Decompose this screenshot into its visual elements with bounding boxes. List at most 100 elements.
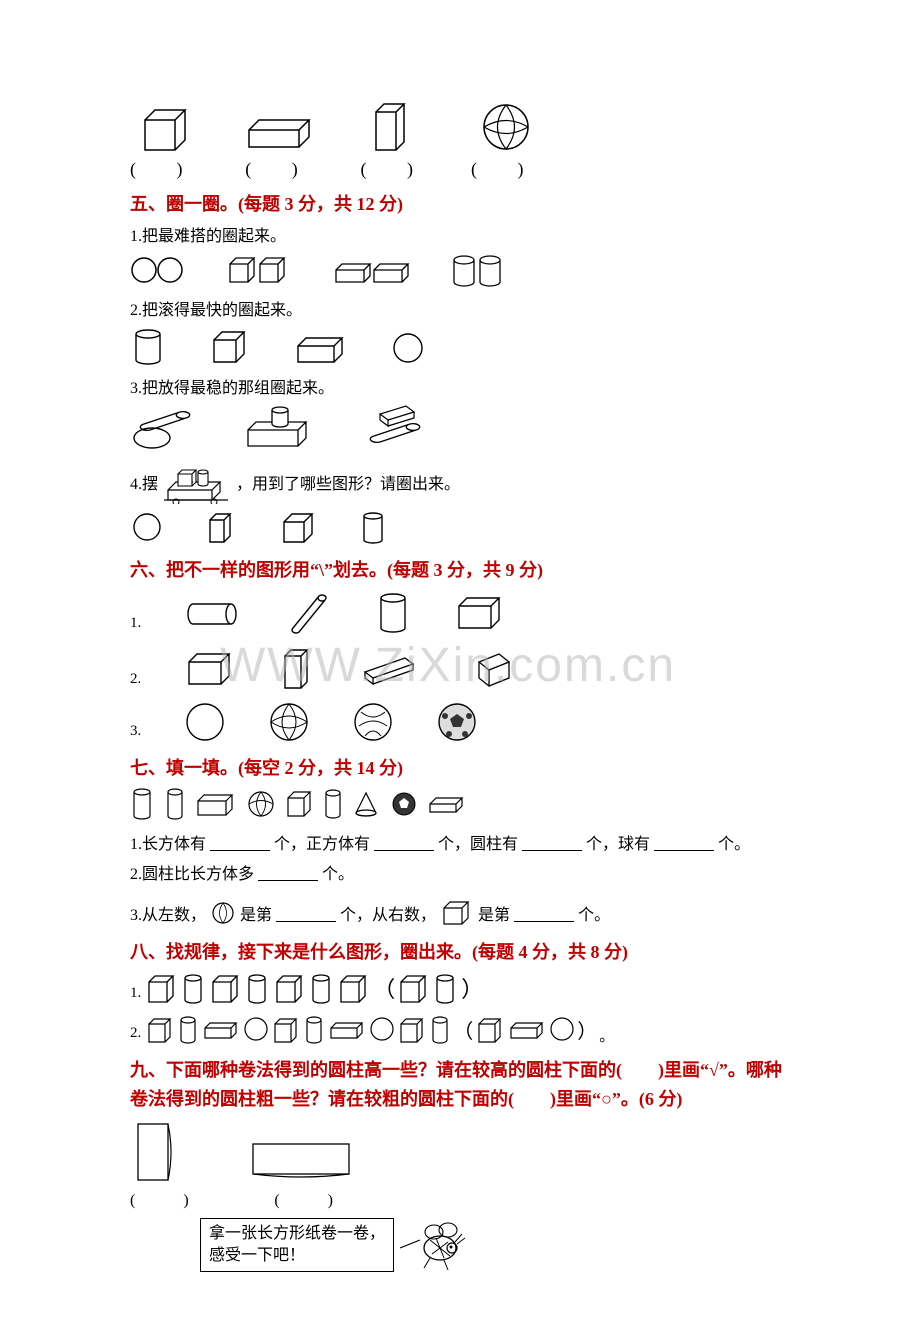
paren-label: ( ) [245, 159, 316, 180]
sec5-q4-pre: 4.摆 [130, 470, 158, 494]
blank[interactable] [654, 833, 714, 851]
sec9-tip: 拿一张长方形纸卷一卷， 感受一下吧！ [200, 1218, 790, 1278]
tall-cuboid-icon [279, 644, 319, 692]
cylinder-icon [130, 324, 170, 368]
sec5-title: 五、圈一圈。(每题 3 分，共 12 分) [130, 190, 790, 216]
txt: 个。 [578, 901, 610, 925]
p-cube-icon [209, 970, 243, 1006]
o2-circ-icon [549, 1016, 575, 1042]
paren-label: ( ) [249, 1186, 359, 1210]
paren-label: ( ) [471, 159, 542, 180]
txt: 个。 [322, 860, 354, 884]
paren-label: ( ) [130, 1186, 189, 1210]
p-cube-icon [337, 970, 371, 1006]
tip-line2: 感受一下吧！ [209, 1245, 385, 1267]
sec5-q3-shapes [130, 402, 790, 452]
sec7-q3: 3.从左数， 是第 个，从右数， 是第 个。 [130, 898, 790, 928]
tip-box: 拿一张长方形纸卷一卷， 感受一下吧！ [200, 1218, 394, 1273]
slant-cyl-icon [283, 588, 333, 636]
shape-ball: ( ) [471, 100, 542, 180]
p2-cube-icon [271, 1012, 301, 1046]
txt: 个。 [718, 830, 750, 854]
txt: 个，从右数， [340, 901, 436, 925]
txt: 是第 [478, 901, 510, 925]
s7-flatcuboid-icon [426, 792, 466, 816]
blank[interactable] [514, 904, 574, 922]
p-cyl-icon [181, 970, 207, 1006]
txt: 个，圆柱有 [438, 830, 518, 854]
small-ball-icon [210, 900, 236, 926]
lparen: （ [453, 1015, 473, 1044]
cuboid-icon [292, 324, 352, 368]
txt: 1.长方体有 [130, 830, 206, 854]
circle2-icon [183, 700, 227, 744]
txt: 是第 [240, 901, 272, 925]
sec7-q2: 2.圆柱比长方体多 个。 [130, 860, 790, 884]
soccer-icon [435, 700, 479, 744]
blank[interactable] [210, 833, 270, 851]
circle-option-icon [130, 510, 164, 544]
sec9-title: 九、下面哪种卷法得到的圆柱高一些？请在较高的圆柱下面的( )里画“√”。哪种卷法… [130, 1056, 790, 1114]
paren-label: ( ) [130, 159, 201, 180]
p2-cuboid-icon [201, 1016, 241, 1042]
p2-circ-icon [369, 1016, 395, 1042]
cuboid2-icon [183, 646, 239, 690]
vcyl-icon [373, 588, 413, 636]
sec8-row1: 1. （ ） [130, 970, 790, 1006]
shape-cuboid-flat: ( ) [241, 105, 321, 180]
s7-cone-icon [352, 789, 382, 819]
cuboid-option-icon [204, 508, 238, 546]
sec8-row2: 2. （ ） 。 [130, 1012, 790, 1046]
sec7-shapes [130, 786, 790, 822]
paren-label: ( ) [361, 159, 432, 180]
s7-ball1-icon [246, 789, 276, 819]
roll-vert-icon [130, 1120, 180, 1186]
cuboid-on-cyl-icon [360, 402, 430, 452]
blank[interactable] [276, 904, 336, 922]
composite-icon [162, 460, 232, 504]
roll-horiz-icon [249, 1136, 359, 1186]
s7-ball2-icon [390, 790, 418, 818]
txt: 3.从左数， [130, 901, 206, 925]
cyl-on-cuboid-icon [240, 402, 320, 452]
blank[interactable] [258, 863, 318, 881]
sec5-q1-shapes [130, 250, 790, 290]
cube-icon [135, 105, 195, 155]
opt-cyl-icon [433, 970, 459, 1006]
tip-line1: 拿一张长方形纸卷一卷， [209, 1223, 385, 1245]
sec6-n3: 3. [130, 723, 141, 744]
p2-circ-icon [243, 1016, 269, 1042]
cylinder-option-icon [358, 508, 388, 546]
p2-cube-icon [397, 1012, 427, 1046]
cyl-on-ball-icon [130, 402, 200, 452]
o2-cuboid-icon [507, 1016, 547, 1042]
shape-cube: ( ) [130, 105, 201, 180]
sec5-q2-shapes [130, 324, 790, 368]
p-cube-icon [145, 970, 179, 1006]
sec8-n1: 1. [130, 985, 141, 1006]
hcyl-icon [183, 592, 243, 632]
sec5-q1: 1.把最难搭的圈起来。 [130, 222, 790, 246]
two-cuboids-icon [332, 252, 412, 288]
ball-icon [479, 100, 534, 155]
blank[interactable] [374, 833, 434, 851]
txt: 2.圆柱比长方体多 [130, 860, 254, 884]
p2-cyl-icon [177, 1012, 199, 1046]
o2-cube-icon [475, 1012, 505, 1046]
swirl-ball-icon [351, 700, 395, 744]
s7-cyl1-icon [130, 786, 156, 822]
blank[interactable] [522, 833, 582, 851]
two-spheres-icon [130, 252, 190, 288]
sec6-n2: 2. [130, 671, 141, 692]
txt: 个，正方体有 [274, 830, 370, 854]
sec5-q4-options [130, 508, 790, 546]
slant-cuboid-icon [359, 648, 429, 688]
skewed-cube-icon [469, 644, 519, 692]
p2-cyl-icon [429, 1012, 451, 1046]
p2-cyl-icon [303, 1012, 325, 1046]
sec6-row2: 2. [130, 644, 790, 692]
small-cube-icon [440, 898, 474, 928]
sec6-n1: 1. [130, 615, 141, 636]
shape-cuboid-tall: ( ) [361, 100, 432, 180]
s7-cyl3-icon [322, 787, 344, 821]
